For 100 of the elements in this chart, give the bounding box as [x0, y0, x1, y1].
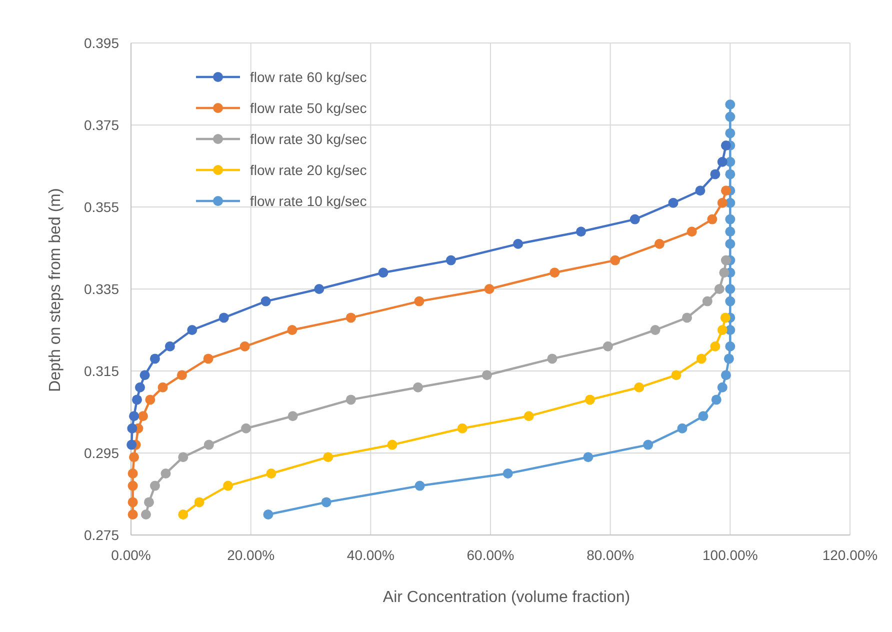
legend-label: flow rate 10 kg/sec	[250, 192, 367, 209]
x-axis-title: Air Concentration (volume fraction)	[382, 589, 630, 606]
y-tick-label: 0.335	[84, 280, 120, 297]
point	[203, 354, 214, 364]
point	[702, 296, 712, 306]
x-tick-label: 120.00%	[822, 547, 878, 563]
point	[513, 238, 524, 249]
point	[630, 214, 640, 224]
point	[204, 440, 214, 450]
point	[128, 510, 138, 520]
point	[134, 382, 145, 392]
x-tick-label: 60.00%	[466, 547, 514, 563]
point	[288, 411, 298, 422]
point	[414, 480, 425, 491]
point	[127, 423, 138, 434]
point	[128, 497, 138, 508]
point	[387, 440, 398, 450]
point	[144, 497, 154, 508]
point	[677, 423, 688, 434]
point	[576, 226, 586, 237]
point	[643, 440, 654, 450]
point	[482, 370, 492, 380]
point	[668, 198, 678, 208]
point	[725, 226, 736, 237]
point	[126, 440, 137, 450]
point	[720, 255, 731, 266]
point	[671, 370, 682, 380]
point	[446, 255, 456, 266]
point	[584, 394, 595, 405]
y-tick-label: 0.375	[84, 116, 120, 133]
point	[650, 325, 660, 335]
point	[223, 480, 234, 491]
point	[138, 411, 148, 422]
point	[725, 238, 736, 249]
point	[150, 354, 160, 364]
point	[194, 497, 204, 508]
point	[714, 284, 724, 294]
point	[524, 411, 534, 422]
legend-label: flow rate 50 kg/sec	[250, 100, 367, 116]
point	[218, 312, 229, 323]
point	[414, 296, 424, 306]
point	[724, 354, 734, 364]
x-tick-label: 0.00%	[111, 547, 151, 563]
point	[720, 186, 731, 196]
y-tick-label: 0.395	[84, 34, 120, 51]
point	[719, 268, 730, 278]
point	[720, 370, 731, 380]
y-tick-label: 0.355	[84, 198, 120, 215]
point	[547, 354, 558, 364]
point	[140, 510, 151, 520]
point	[610, 255, 620, 266]
x-tick-label: 40.00%	[346, 547, 394, 563]
point	[550, 268, 560, 278]
point	[720, 312, 730, 323]
point	[698, 411, 708, 422]
legend-label: flow rate 20 kg/sec	[250, 162, 367, 178]
point	[696, 354, 706, 364]
y-tick-label: 0.295	[84, 444, 120, 461]
point	[682, 312, 692, 323]
point	[145, 394, 156, 405]
point	[725, 296, 736, 306]
point	[128, 468, 138, 478]
point	[725, 284, 736, 294]
point	[150, 480, 160, 491]
point	[695, 186, 706, 196]
point	[128, 411, 139, 422]
point	[717, 198, 728, 208]
point	[128, 480, 138, 491]
point	[128, 452, 139, 462]
point	[346, 312, 356, 323]
point	[240, 341, 250, 352]
x-tick-label: 20.00%	[227, 547, 275, 563]
point	[583, 452, 594, 462]
point	[711, 394, 722, 405]
point	[717, 156, 728, 167]
point	[323, 452, 334, 462]
point	[346, 394, 356, 405]
point	[502, 468, 513, 478]
point	[710, 341, 720, 352]
point	[457, 423, 468, 434]
point	[634, 382, 644, 392]
point	[378, 268, 388, 278]
point	[717, 382, 728, 392]
point	[263, 510, 274, 520]
point	[725, 128, 736, 138]
legend-label: flow rate 30 kg/sec	[250, 130, 367, 147]
point	[725, 214, 736, 224]
point	[484, 284, 494, 294]
point	[710, 169, 720, 180]
point	[686, 226, 697, 237]
point	[413, 382, 423, 392]
point	[725, 341, 736, 352]
point	[187, 325, 198, 335]
point	[707, 214, 718, 224]
point	[140, 370, 150, 380]
y-tick-label: 0.275	[84, 526, 120, 543]
point	[321, 497, 332, 508]
point	[602, 341, 613, 352]
y-axis-title: Depth on steps from bed (m)	[47, 188, 64, 392]
point	[160, 468, 171, 478]
